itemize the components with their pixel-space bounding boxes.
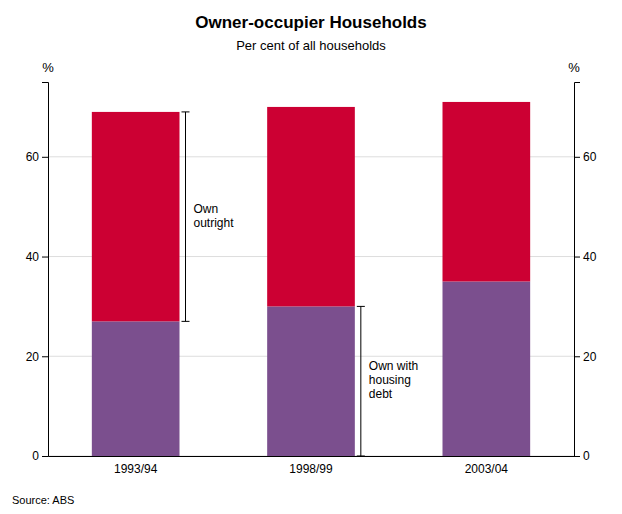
y2-tick: 20 (574, 350, 597, 364)
y-tick-mark (42, 257, 48, 258)
y-tick-mark (42, 356, 48, 357)
x-tick-label: 1993/94 (114, 462, 158, 476)
y-tick-mark (42, 456, 48, 457)
y2-tick-mark (574, 257, 580, 258)
bracket-line (360, 306, 361, 456)
bars (92, 102, 530, 456)
y2-tick: 60 (574, 150, 597, 164)
y-axis-line (42, 83, 49, 457)
bracket-end (182, 321, 190, 322)
bracket (357, 306, 365, 456)
subtitle: Per cent of all households (236, 38, 386, 53)
y2-axis-line (575, 83, 581, 457)
bracket (182, 112, 190, 321)
y-tick-label: 40 (26, 250, 40, 264)
y-axis-label: % (42, 60, 54, 75)
x-axis-line (49, 456, 575, 457)
y2-tick-label: 0 (583, 449, 590, 463)
x-tick-label: 1998/99 (289, 462, 333, 476)
y-tick: 60 (26, 150, 48, 164)
y-tick: 0 (32, 449, 48, 463)
x-tick: 1998/99 (289, 456, 333, 476)
y2-tick: 40 (574, 250, 597, 264)
bracket-end (182, 111, 190, 112)
x-tick: 1993/94 (114, 456, 158, 476)
bar-series (92, 102, 530, 321)
bar (92, 112, 180, 321)
y-tick-mark (42, 157, 48, 158)
x-axis: 1993/94 1998/99 2003/04 (49, 456, 575, 476)
bar (443, 281, 531, 456)
y-axis: 0 20 40 60 (26, 83, 49, 464)
title: Owner-occupier Households (195, 13, 426, 32)
bar (267, 306, 355, 456)
y2-tick-mark (574, 356, 580, 357)
y2-tick-mark (574, 157, 580, 158)
y-tick: 20 (26, 350, 48, 364)
y2-tick: 0 (574, 449, 590, 463)
bar (267, 107, 355, 306)
y2-tick-mark (574, 456, 580, 457)
bracket-end (357, 456, 365, 457)
y2-tick-label: 60 (583, 150, 597, 164)
plot: 0 20 40 60 0 20 40 60 1993/94 1998/99 2003/04 Ownou… (26, 83, 597, 476)
y2-tick-label: 40 (583, 250, 597, 264)
bracket-end (357, 306, 365, 307)
y-tick-label: 60 (26, 150, 40, 164)
x-tick: 2003/04 (465, 456, 509, 476)
annotation: Own withhousingdebt (369, 359, 418, 401)
y-tick-label: 0 (32, 449, 39, 463)
bar (443, 102, 531, 282)
y2-axis: 0 20 40 60 (574, 83, 597, 464)
y-tick: 40 (26, 250, 48, 264)
bar (92, 321, 180, 456)
chart: 0 20 40 60 0 20 40 60 1993/94 1998/99 2003/04 Ownou… (0, 0, 622, 514)
y2-axis-label: % (568, 60, 580, 75)
y-tick-label: 20 (26, 350, 40, 364)
x-tick-label: 2003/04 (465, 462, 509, 476)
bracket-line (185, 112, 186, 321)
annotation: Ownoutright (194, 202, 235, 230)
source: Source: ABS (12, 494, 74, 506)
annotations: Ownoutright Own withhousingdebt (182, 112, 419, 456)
y2-tick-label: 20 (583, 350, 597, 364)
